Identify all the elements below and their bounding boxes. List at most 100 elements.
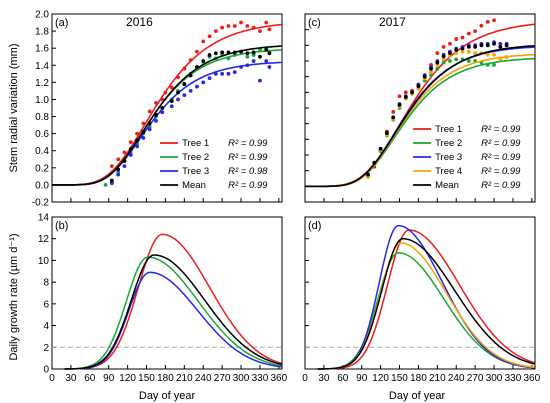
legend-label: Tree 1 <box>182 138 209 149</box>
data-point <box>147 127 152 132</box>
x-tick-label: 330 <box>252 373 269 384</box>
data-point <box>454 48 459 52</box>
data-point <box>264 20 269 25</box>
legend-r2: R² = 0.99 <box>481 166 521 177</box>
data-point <box>239 20 243 25</box>
data-point <box>366 172 370 177</box>
y-tick-label: 1.2 <box>35 78 49 89</box>
x-tick-label: 0 <box>49 373 55 384</box>
data-point <box>435 51 440 56</box>
data-point <box>213 29 218 33</box>
data-point <box>391 110 396 114</box>
y-tick-label: 0.2 <box>35 163 49 174</box>
data-point <box>448 59 452 63</box>
y-tick-label: 2.0 <box>35 10 49 21</box>
data-point <box>258 29 262 33</box>
x-tick-label: 90 <box>103 373 115 384</box>
data-point <box>220 50 225 55</box>
data-point <box>267 51 272 56</box>
data-point <box>226 71 231 76</box>
data-point <box>460 35 465 40</box>
data-point <box>103 183 108 187</box>
x-tick-label: 60 <box>337 373 349 384</box>
data-point <box>466 31 471 36</box>
legend-r2: R² = 0.99 <box>228 138 268 149</box>
y-tick-label: 1.6 <box>35 44 49 55</box>
data-point <box>267 27 272 32</box>
x-tick-label: 360 <box>524 373 541 384</box>
legend-label: Tree 3 <box>435 152 462 163</box>
x-tick-label: 300 <box>486 373 503 384</box>
x-tick-label: 90 <box>356 373 368 384</box>
panel-label: (d) <box>308 220 321 232</box>
data-point <box>391 115 396 120</box>
data-point <box>232 24 237 28</box>
legend-r2: R² = 0.98 <box>228 166 268 177</box>
data-point <box>245 24 250 28</box>
data-point <box>258 78 262 83</box>
x-tick-label: 210 <box>429 373 446 384</box>
fit-line <box>52 49 282 186</box>
legend-r2: R² = 0.99 <box>228 180 268 191</box>
data-point <box>201 80 206 85</box>
data-point <box>264 59 269 63</box>
panel-label: (b) <box>55 220 68 232</box>
x-tick-label: 240 <box>448 373 465 384</box>
data-point <box>122 164 127 169</box>
data-point <box>251 50 256 55</box>
data-point <box>226 24 231 28</box>
data-point <box>232 70 237 75</box>
data-point <box>169 104 174 109</box>
panel-a: -0.2 0.0 0.2 0.4 0.6 0.8 1.0 1.2 1.4 1.6 1.8 2.0 (a)… <box>32 10 283 209</box>
data-point <box>385 131 389 135</box>
data-point <box>116 157 121 162</box>
x-tick-label: 180 <box>410 373 427 384</box>
data-point <box>454 37 459 41</box>
data-point <box>479 23 484 28</box>
data-point <box>492 41 496 46</box>
legend-label: Tree 2 <box>182 152 209 163</box>
data-point <box>128 140 133 145</box>
x-tick-label: 270 <box>467 373 484 384</box>
y-tick-label: 0 <box>43 365 49 376</box>
x-tick-label: 60 <box>84 373 96 384</box>
data-point <box>122 150 127 155</box>
panel-title: 2016 <box>126 15 153 29</box>
y-tick-label: 10 <box>38 256 50 267</box>
growth-rate-line <box>317 242 535 370</box>
data-point <box>258 54 262 59</box>
data-point <box>207 53 212 57</box>
y-tick-label: 14 <box>38 213 50 224</box>
data-point <box>169 99 174 104</box>
data-point <box>213 51 218 56</box>
y-tick-label: 4 <box>43 321 49 332</box>
x-tick-label: 30 <box>65 373 77 384</box>
data-point <box>169 85 174 90</box>
data-point <box>498 57 503 62</box>
legend-label: Tree 1 <box>435 124 462 135</box>
data-point <box>504 43 509 48</box>
data-point <box>245 54 250 59</box>
x-tick-label: 300 <box>233 373 250 384</box>
data-point <box>109 164 114 169</box>
data-point <box>267 65 272 69</box>
data-point <box>441 60 446 65</box>
data-point <box>473 45 478 49</box>
data-point <box>448 51 452 56</box>
data-point <box>435 66 440 71</box>
panel-label: (c) <box>308 17 321 29</box>
x-axis-label-left: Day of year <box>139 390 196 402</box>
x-axis-label-right: Day of year <box>389 390 446 402</box>
data-point <box>201 59 206 63</box>
data-point <box>448 41 452 46</box>
legend-label: Mean <box>435 180 459 191</box>
data-point <box>485 52 490 57</box>
growth-rate-line <box>64 256 282 370</box>
data-point <box>135 144 139 149</box>
data-point <box>441 45 446 49</box>
x-tick-label: 210 <box>176 373 193 384</box>
data-point <box>454 57 459 62</box>
x-tick-label: 0 <box>302 373 308 384</box>
